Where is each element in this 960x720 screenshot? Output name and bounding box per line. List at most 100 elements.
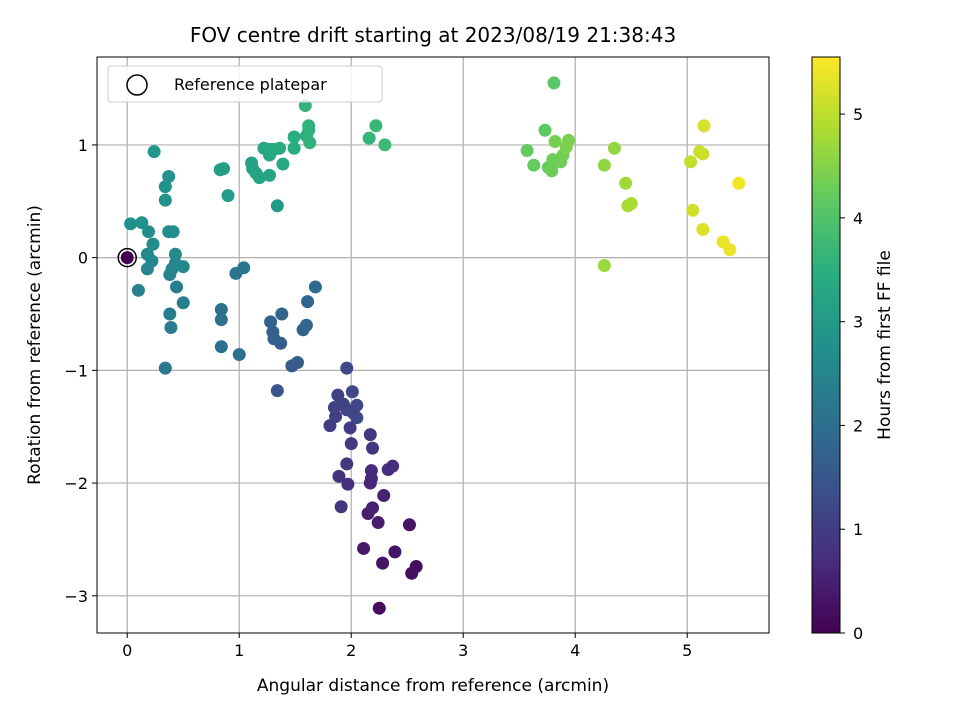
data-point bbox=[158, 180, 172, 194]
data-points bbox=[120, 76, 746, 615]
data-point bbox=[146, 237, 160, 251]
data-point bbox=[264, 315, 278, 329]
data-point bbox=[147, 145, 161, 159]
data-point bbox=[158, 361, 172, 375]
data-point bbox=[140, 247, 154, 261]
data-point bbox=[270, 199, 284, 213]
data-point bbox=[158, 193, 172, 207]
data-point bbox=[376, 556, 390, 570]
data-point bbox=[168, 247, 182, 261]
data-point bbox=[214, 340, 228, 354]
data-point bbox=[343, 421, 357, 435]
data-point bbox=[262, 168, 276, 182]
data-point bbox=[308, 280, 322, 294]
data-point bbox=[547, 76, 561, 90]
data-point bbox=[624, 197, 638, 211]
data-point bbox=[366, 501, 380, 515]
data-point bbox=[302, 119, 316, 133]
data-point bbox=[369, 119, 383, 133]
data-point bbox=[619, 176, 633, 190]
data-point bbox=[340, 457, 354, 471]
data-point bbox=[176, 296, 190, 310]
data-point bbox=[344, 437, 358, 451]
legend-marker-reference bbox=[126, 74, 148, 96]
data-point bbox=[386, 459, 400, 473]
data-point bbox=[237, 261, 251, 275]
data-point bbox=[301, 295, 315, 309]
legend-box bbox=[107, 65, 383, 103]
x-tick-label: 0 bbox=[122, 641, 132, 660]
data-point bbox=[371, 516, 385, 530]
x-tick-label: 1 bbox=[234, 641, 244, 660]
legend: Reference platepar bbox=[107, 65, 383, 103]
x-axis-title: Angular distance from reference (arcmin) bbox=[257, 676, 609, 696]
colorbar-tick-label: 0 bbox=[853, 624, 863, 643]
y-tick-label: −3 bbox=[64, 587, 88, 606]
y-tick-label: −1 bbox=[64, 361, 88, 380]
axis-ticks: 0 1 2 3 4 5 −3 −2 −1 0 1 bbox=[64, 136, 692, 660]
data-point bbox=[276, 157, 290, 171]
data-point bbox=[345, 385, 359, 399]
reference-marker bbox=[117, 247, 137, 268]
data-point bbox=[723, 243, 737, 257]
colorbar: 0 1 2 3 4 5 Hours from first FF file bbox=[811, 56, 895, 643]
data-point bbox=[372, 601, 386, 615]
data-point bbox=[350, 411, 364, 425]
data-point bbox=[697, 119, 711, 133]
data-point bbox=[166, 225, 180, 239]
data-point bbox=[357, 541, 371, 555]
data-point bbox=[266, 325, 280, 339]
y-tick-label: 0 bbox=[78, 249, 88, 268]
data-point bbox=[538, 123, 552, 137]
data-point bbox=[548, 135, 562, 149]
data-point bbox=[135, 216, 149, 230]
data-point bbox=[290, 355, 304, 369]
grid-lines bbox=[97, 57, 769, 633]
data-point bbox=[214, 313, 228, 327]
chart-title: FOV centre drift starting at 2023/08/19 … bbox=[190, 23, 676, 47]
data-point bbox=[170, 280, 184, 294]
data-point bbox=[377, 488, 391, 502]
data-point bbox=[214, 302, 228, 316]
data-point bbox=[520, 144, 534, 158]
data-point bbox=[684, 155, 698, 169]
colorbar-title: Hours from first FF file bbox=[875, 250, 895, 440]
data-point bbox=[545, 164, 559, 178]
data-point bbox=[696, 222, 710, 236]
colorbar-ticks: 0 1 2 3 4 5 bbox=[840, 105, 863, 643]
data-point bbox=[299, 318, 313, 332]
colorbar-tick-label: 3 bbox=[853, 313, 863, 332]
data-point bbox=[217, 162, 231, 176]
data-point bbox=[409, 559, 423, 573]
data-point bbox=[597, 259, 611, 273]
data-point bbox=[334, 500, 348, 514]
data-point bbox=[232, 348, 246, 362]
data-point bbox=[362, 131, 376, 145]
data-point bbox=[273, 141, 287, 155]
data-point bbox=[350, 398, 364, 412]
data-point bbox=[142, 225, 156, 239]
y-axis-title: Rotation from reference (arcmin) bbox=[25, 205, 45, 485]
colorbar-tick-label: 5 bbox=[853, 105, 863, 124]
data-point bbox=[124, 217, 138, 231]
data-point bbox=[388, 545, 402, 559]
data-point bbox=[341, 477, 355, 491]
data-point bbox=[364, 464, 378, 478]
data-point bbox=[378, 138, 392, 152]
x-tick-label: 2 bbox=[346, 641, 356, 660]
data-point bbox=[340, 361, 354, 375]
data-point bbox=[176, 260, 190, 274]
data-point bbox=[287, 130, 301, 144]
data-point bbox=[402, 518, 416, 532]
data-point bbox=[607, 141, 621, 155]
data-point bbox=[732, 176, 746, 190]
data-point bbox=[562, 133, 576, 147]
data-point bbox=[696, 147, 710, 161]
data-point bbox=[597, 158, 611, 172]
data-point bbox=[363, 428, 377, 442]
data-point bbox=[221, 189, 235, 203]
data-point bbox=[270, 384, 284, 398]
data-point bbox=[164, 321, 178, 335]
data-point bbox=[163, 307, 177, 321]
